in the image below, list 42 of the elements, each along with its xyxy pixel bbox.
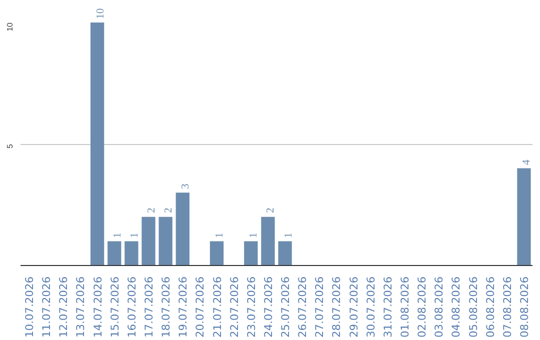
x-tick-label: 07.08.2026 [500,276,514,338]
x-tick-label: 02.08.2026 [416,276,429,338]
x-tick-label: 23.07.2026 [244,276,258,338]
x-tick-label: 05.08.2026 [466,276,480,338]
data-label: 4 [522,159,533,165]
x-tick-label: 04.08.2026 [450,276,463,338]
x-tick-label: 21.07.2026 [210,276,224,338]
x-tick-label: 31.07.2026 [381,276,394,338]
x-tick-label: 03.08.2026 [432,276,446,338]
data-label: 3 [180,184,192,190]
x-tick-label: 18.07.2026 [160,276,173,338]
x-tick-label: 22.07.2026 [228,276,241,338]
data-label: 2 [266,208,277,214]
x-tick-label: 06.08.2026 [484,276,497,338]
x-tick-label: 24.07.2026 [262,276,275,338]
x-tick-label: 12.07.2026 [57,276,70,338]
data-label: 10 [95,8,106,19]
x-tick-label: 25.07.2026 [279,276,292,338]
x-tick-label: 28.07.2026 [330,276,344,338]
x-tick-label: 08.08.2026 [518,276,531,338]
data-label: 1 [112,232,124,238]
data-label: 2 [146,208,158,214]
x-tick-label: 01.08.2026 [398,276,412,338]
x-tick-label: 17.07.2026 [142,276,156,338]
x-tick-label: 14.07.2026 [91,276,104,338]
x-tick-label: 13.07.2026 [74,276,88,338]
x-tick-label: 27.07.2026 [313,276,326,338]
y-tick-label: 5 [6,143,14,148]
x-tick-label: 16.07.2026 [125,276,138,338]
x-tick-label: 11.07.2026 [40,276,54,338]
data-label: 1 [214,232,226,238]
x-tick-label: 20.07.2026 [194,276,207,338]
x-tick-label: 26.07.2026 [296,276,310,338]
data-label: 1 [283,232,294,238]
x-tick-label: 10.07.2026 [23,276,36,338]
x-tick-label: 30.07.2026 [364,276,378,338]
data-label: 1 [248,232,260,238]
data-label: 1 [129,232,140,238]
x-tick-label: 29.07.2026 [347,276,360,338]
x-tick-label: 15.07.2026 [108,276,122,338]
data-label: 2 [164,208,175,214]
x-tick-label: 19.07.2026 [176,276,190,338]
